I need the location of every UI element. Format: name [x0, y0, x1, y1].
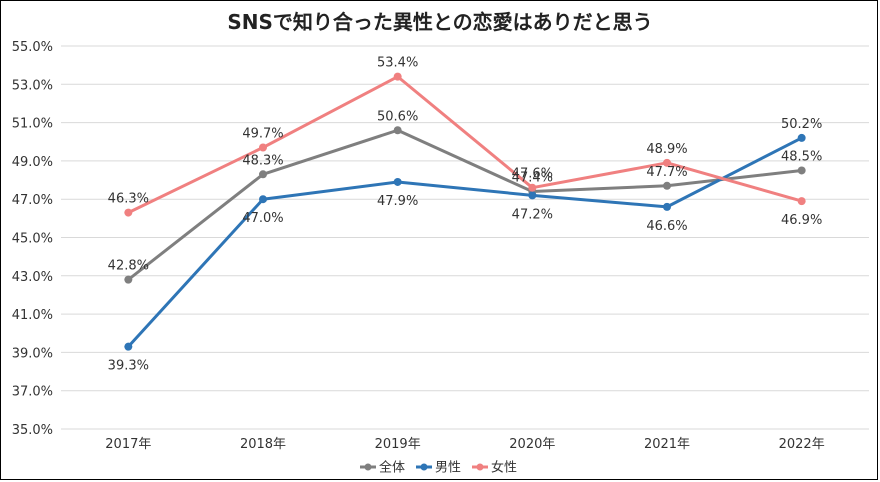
x-tick-label: 2020年: [509, 437, 555, 452]
y-tick-label: 53.0%: [12, 78, 53, 93]
data-point: [797, 197, 806, 206]
legend-label: 全体: [379, 460, 405, 476]
data-point: [797, 133, 806, 142]
chart-title: SNSで知り合った異性との恋愛はありだと思う: [227, 10, 652, 34]
series-group: [124, 72, 806, 351]
data-point: [393, 126, 402, 135]
data-label: 46.6%: [646, 219, 687, 234]
grid: [61, 45, 869, 430]
data-label: 48.5%: [781, 149, 822, 164]
x-tick-label: 2022年: [779, 437, 825, 452]
x-tick-label: 2021年: [644, 437, 690, 452]
data-label: 42.8%: [108, 259, 149, 274]
data-point: [393, 177, 402, 186]
y-tick-label: 55.0%: [12, 40, 53, 55]
x-axis: 2017年 2018年 2019年 2020年 2021年 2022年: [105, 437, 824, 452]
series-line-2: [127, 75, 803, 214]
legend: 全体 男性 女性: [360, 460, 517, 476]
data-point: [124, 275, 133, 284]
data-label: 50.2%: [781, 117, 822, 132]
data-label: 47.2%: [512, 207, 553, 222]
y-tick-label: 41.0%: [12, 308, 53, 323]
data-label: 39.3%: [108, 359, 149, 374]
series-line-0: [127, 128, 802, 281]
x-tick-label: 2019年: [375, 437, 421, 452]
legend-marker: [420, 463, 428, 471]
y-tick-label: 39.0%: [12, 346, 53, 361]
data-label: 53.4%: [377, 56, 418, 71]
data-point: [663, 181, 671, 190]
data-point: [259, 195, 267, 204]
y-tick-label: 47.0%: [12, 193, 53, 208]
data-point: [528, 191, 537, 200]
data-label: 47.0%: [242, 211, 283, 226]
legend-label: 女性: [491, 460, 517, 476]
data-point: [393, 72, 402, 81]
series-line-1: [127, 136, 803, 348]
legend-item: 女性: [472, 460, 517, 476]
legend-item: 全体: [360, 460, 405, 476]
legend-label: 男性: [435, 461, 461, 476]
data-labels: 42.8% 48.3% 50.6% 47.4% 47.7% 48.5% 39.3% 47.0%…: [108, 56, 823, 374]
data-point: [663, 202, 671, 211]
data-label: 50.6%: [377, 109, 418, 124]
x-tick-label: 2018年: [240, 437, 286, 452]
data-label: 47.6%: [512, 167, 553, 182]
data-label: 47.4%: [512, 171, 553, 186]
y-tick-label: 45.0%: [12, 232, 53, 247]
y-tick-label: 37.0%: [12, 385, 53, 400]
data-point: [528, 183, 537, 192]
data-point: [124, 342, 133, 351]
data-label: 46.3%: [108, 192, 149, 207]
data-point: [124, 208, 133, 217]
legend-item: 男性: [416, 461, 461, 476]
data-label: 47.9%: [377, 194, 418, 209]
data-point: [259, 143, 267, 152]
data-label: 47.7%: [646, 165, 687, 180]
y-tick-label: 51.0%: [12, 117, 53, 132]
y-axis: 55.0% 53.0% 51.0% 49.0% 47.0% 45.0% 43.0% 41.0%…: [12, 40, 53, 438]
y-tick-label: 43.0%: [12, 270, 53, 285]
data-label: 48.9%: [646, 142, 687, 157]
legend-marker: [364, 463, 372, 471]
y-tick-label: 49.0%: [12, 155, 53, 170]
legend-marker: [476, 463, 484, 471]
y-tick-label: 35.0%: [12, 423, 53, 438]
data-point: [259, 170, 267, 179]
x-tick-label: 2017年: [105, 437, 151, 452]
data-point: [797, 166, 806, 175]
data-label: 49.7%: [242, 126, 283, 141]
data-label: 48.3%: [242, 153, 283, 168]
data-point: [663, 158, 671, 167]
data-label: 46.9%: [781, 213, 822, 228]
